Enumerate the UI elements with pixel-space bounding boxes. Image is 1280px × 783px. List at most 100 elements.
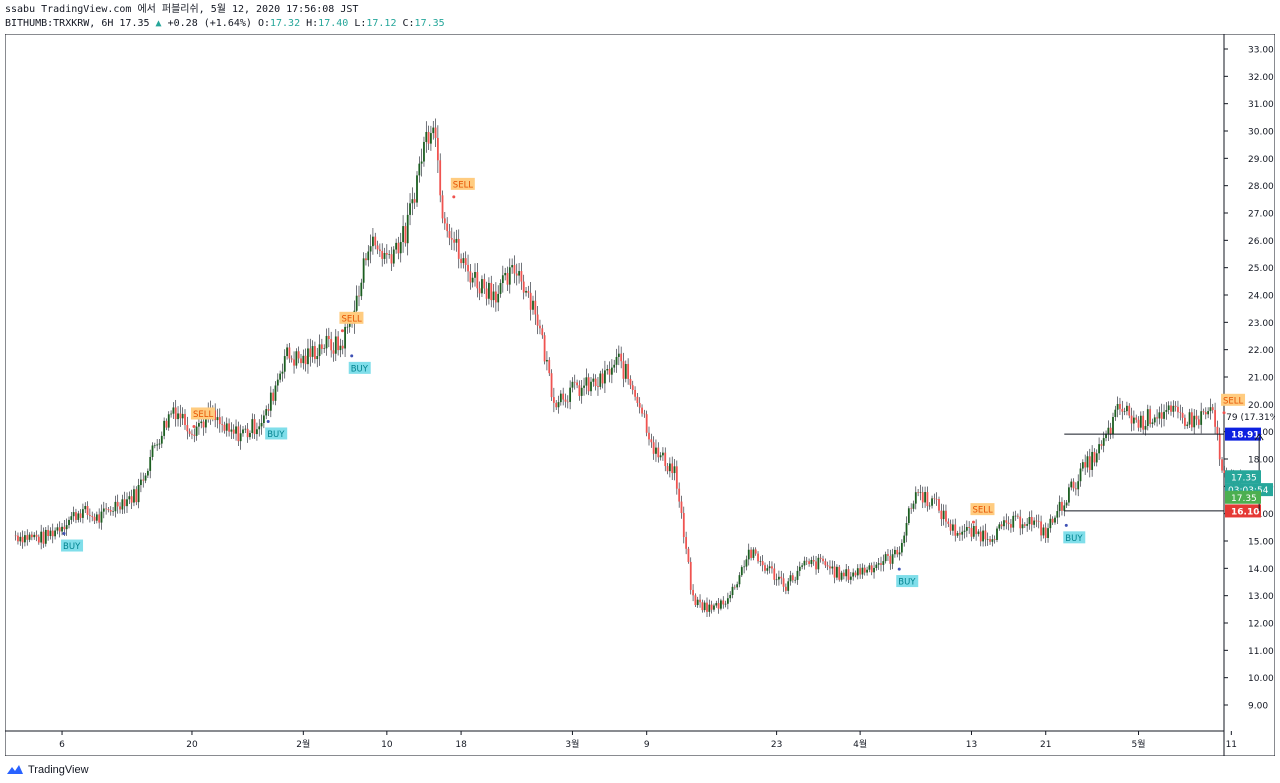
price-axis-label: 18.91 <box>1231 431 1259 441</box>
candle-body <box>469 271 472 283</box>
candle-body <box>849 576 852 580</box>
candle-body <box>771 566 773 569</box>
candle-body <box>416 175 418 203</box>
candle-body <box>497 293 500 303</box>
price-chart[interactable]: 33.00 32.00 31.00 30.00 29.00 28.00 27.00 26.00… <box>4 33 1280 757</box>
candle-body <box>984 530 987 540</box>
candle-body <box>979 531 982 542</box>
signal-label: BUY <box>351 364 369 374</box>
candle-body <box>1035 520 1038 522</box>
candle-body <box>759 561 762 562</box>
candle-body <box>652 442 655 454</box>
candle-body <box>928 505 931 507</box>
candle-body <box>1014 515 1017 517</box>
signal-dot <box>971 520 975 524</box>
candle-body <box>61 526 63 532</box>
candle-body <box>146 470 149 476</box>
candle-body <box>1128 405 1131 416</box>
candle-body <box>726 598 729 604</box>
candle-body <box>492 291 495 301</box>
candle-body <box>1074 488 1077 490</box>
candle-body <box>355 295 358 311</box>
candle-body <box>1107 427 1110 434</box>
sell-signal: SELL <box>1221 393 1246 415</box>
candle-body <box>555 402 558 408</box>
candle-body <box>82 509 84 518</box>
chart-frame[interactable]: 33.00 32.00 31.00 30.00 29.00 28.00 27.00 26.00… <box>4 33 1280 757</box>
x-tick-label: 20 <box>186 740 198 750</box>
candle-body <box>1021 524 1024 529</box>
signal-dot <box>1064 523 1068 527</box>
publish-line: ssabu TradingView.com 에서 퍼블리쉬, 5월 12, 20… <box>5 4 359 15</box>
candle-body <box>525 290 527 293</box>
candle-body <box>262 415 265 423</box>
candle-body <box>975 526 978 535</box>
candle-body <box>397 242 400 254</box>
candle-body <box>650 439 653 443</box>
candle-body <box>729 594 732 599</box>
candle-body <box>167 414 170 428</box>
candle-body <box>993 539 996 540</box>
signal-badge <box>190 407 215 420</box>
candle-body <box>566 401 569 403</box>
candle-body <box>822 558 824 562</box>
candle-body <box>307 348 309 365</box>
candle-body <box>339 345 342 351</box>
candle-body <box>214 410 217 421</box>
symbol-label[interactable]: BITHUMB:TRXKRW, 6H <box>5 18 114 29</box>
y-tick-label: 20.00 <box>1248 401 1274 411</box>
candle-body <box>1207 411 1210 415</box>
candle-body <box>578 385 581 396</box>
candle-body <box>557 402 560 408</box>
candle-body <box>450 238 453 240</box>
candle-body <box>592 378 595 382</box>
candle-body <box>564 399 567 402</box>
candle-body <box>573 381 576 383</box>
candle-body <box>836 566 838 578</box>
candle-body <box>1139 415 1142 428</box>
candle-body <box>508 267 511 285</box>
candle-body <box>1112 417 1114 435</box>
candle-body <box>840 572 843 580</box>
candle-body <box>1007 522 1010 525</box>
candle-body <box>889 555 892 564</box>
candle-body <box>93 516 96 521</box>
candle-body <box>657 447 660 458</box>
candle-body <box>829 566 831 569</box>
candle-body <box>996 528 998 540</box>
buy-signal: BUY <box>896 567 919 588</box>
candle-body <box>784 586 787 591</box>
candle-body <box>47 529 50 537</box>
y-tick-label: 28.00 <box>1248 182 1274 192</box>
candle-body <box>583 385 585 388</box>
candle-body <box>221 424 224 425</box>
tradingview-footer[interactable]: TradingView <box>6 762 89 778</box>
candle-body <box>529 292 532 310</box>
signal-label: SELL <box>453 180 474 190</box>
candle-body <box>1079 468 1082 482</box>
candle-body <box>552 397 555 403</box>
candle-body <box>406 214 409 244</box>
candle-body <box>72 512 75 517</box>
candle-body <box>337 336 340 351</box>
signal-badge <box>896 575 919 588</box>
candle-body <box>119 506 121 510</box>
candle-body <box>474 272 476 278</box>
x-tick-label: 2월 <box>296 738 310 750</box>
y-tick-label: 14.00 <box>1248 565 1274 575</box>
y-tick-label: 11.00 <box>1248 647 1274 657</box>
candle-body <box>1132 417 1135 424</box>
x-tick-label: 3월 <box>565 738 579 750</box>
candle-body <box>464 258 467 265</box>
candle-body <box>346 326 349 328</box>
y-tick-label: 30.00 <box>1248 128 1274 138</box>
candle-body <box>965 526 968 531</box>
candle-body <box>242 429 244 434</box>
candle-body <box>815 561 817 570</box>
signal-label: BUY <box>898 578 916 588</box>
candle-body <box>604 370 606 384</box>
candle-body <box>79 513 82 518</box>
signal-label: BUY <box>267 430 285 440</box>
candle-body <box>917 492 920 493</box>
candle-body <box>580 387 583 396</box>
